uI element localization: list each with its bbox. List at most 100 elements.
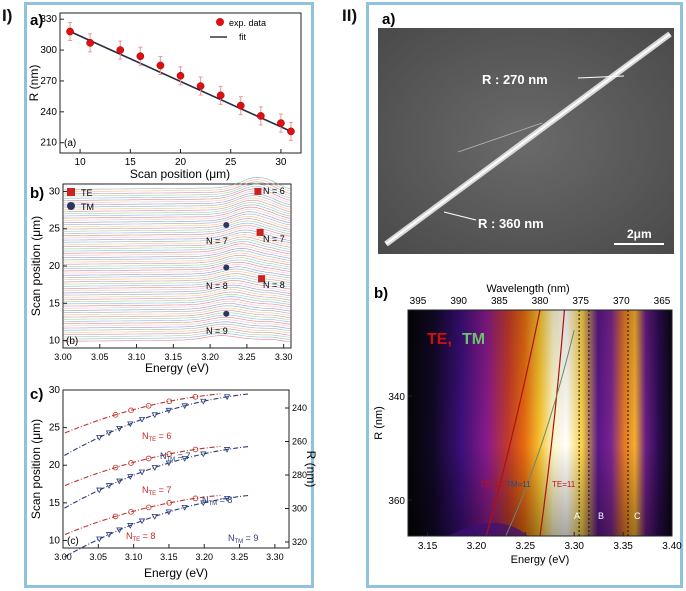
ib-spectrum-line [63, 321, 292, 330]
mode-label-te11: TE=11 [552, 480, 576, 489]
ib-spectrum-line [63, 195, 292, 208]
ia-ytick-label: 300 [40, 45, 57, 56]
ib-tm-marker [223, 310, 230, 317]
chart-ic-xlabel: Energy (eV) [144, 566, 208, 580]
peak-c: C [634, 511, 641, 521]
ib-spectrum-line [63, 335, 292, 343]
panel-ii-label: II) [342, 6, 358, 25]
ic-tm-point [96, 435, 103, 441]
chart-ib-inset-label: (b) [66, 336, 78, 347]
ia-data-point [66, 27, 74, 36]
chart-ia-ylabel: R (nm) [27, 65, 41, 102]
annot-tm7: NTM = 7 [160, 451, 190, 463]
ib-spectrum-line [63, 231, 292, 244]
legend-exp-marker [216, 18, 224, 26]
sem-label: a) [382, 11, 395, 28]
ic-tm-point [200, 451, 207, 458]
legend-tm-label: TM [81, 202, 94, 212]
ic-te-point [192, 495, 199, 502]
nanowire-shadow [457, 122, 543, 153]
ic-te-point [128, 460, 134, 466]
ib-spectrum-line [63, 312, 292, 321]
peak-a: A [574, 511, 580, 521]
ib-spectrum-line [63, 289, 292, 299]
ia-data-point [156, 61, 165, 70]
ic-xtick-label: 3.25 [231, 552, 249, 562]
ib-spectrum-line [63, 257, 292, 268]
ic-tm-point [116, 478, 123, 485]
ia-data-point [136, 52, 145, 61]
ic-y2tick-label: 300 [292, 504, 307, 514]
ib-spectrum-line [63, 330, 292, 338]
chart-iib-top-xlabel: Wavelength (nm) [486, 283, 569, 295]
ia-data-point [236, 101, 245, 110]
ib-spectrum-line [63, 236, 292, 248]
ib-spectrum-line [63, 206, 292, 219]
iib-xtick-label: 3.40 [662, 541, 682, 552]
ic-y2tick-label: 280 [292, 470, 307, 480]
ic-tm-point [165, 407, 172, 414]
panel-ii [366, 2, 683, 588]
ib-spectrum-line [63, 220, 292, 233]
ic-tm-point [96, 536, 103, 543]
ib-spectrum-line [63, 280, 292, 290]
ib-spectrum-line [63, 307, 292, 316]
ia-xtick-label: 15 [125, 157, 137, 168]
iib-top-tick-label: 375 [572, 296, 589, 307]
iib-xtick-label: 3.35 [613, 541, 633, 552]
chart-ic-y2label: R (nm) [304, 451, 318, 488]
ic-te-point [145, 504, 152, 511]
iib-top-tick-label: 370 [613, 296, 630, 307]
ic-ytick-label: 15 [49, 498, 61, 509]
legend-te-label: TE [81, 188, 93, 198]
ic-ytick-label: 30 [49, 385, 61, 396]
chart-ia-label: a) [30, 12, 43, 29]
ic-ytick-label: 10 [49, 535, 61, 546]
ia-data-point [176, 71, 185, 80]
ic-ytick-label: 25 [49, 423, 61, 434]
ic-xtick-label: 3.20 [195, 552, 213, 562]
ib-spectrum-line [63, 190, 292, 204]
ib-spectrum-line [63, 277, 292, 288]
ia-data-point [86, 39, 94, 47]
ia-ytick-label: 240 [40, 107, 57, 118]
ib-ytick-label: 10 [49, 336, 61, 347]
ic-tm-point [165, 460, 172, 467]
ic-tm-point [138, 518, 146, 525]
ib-ytick-label: 15 [49, 298, 61, 309]
legend-te: TE, [427, 331, 452, 348]
iib-xtick-label: 3.20 [467, 541, 487, 552]
mode-label-te10: TE=10 [480, 480, 504, 489]
chart-iib-xlabel: Energy (eV) [511, 554, 570, 566]
ic-tm-point [223, 394, 231, 401]
sem-r270: R : 270 nm [482, 72, 548, 87]
ic-tm-point [105, 532, 113, 538]
ib-spectrum-line [63, 284, 292, 294]
ib-spectrum-line [63, 248, 292, 259]
ic-tm-point [200, 398, 207, 405]
chart-ib: b) 3.00 3.05 3.10 3.15 3.20 3.25 3.30 10 15 20 25 3… [29, 176, 292, 375]
ib-spectrum-line [63, 183, 292, 197]
ia-data-point [216, 91, 225, 100]
ic-te-point [192, 446, 199, 453]
legend-te-marker [67, 188, 75, 196]
ic-tm-point [151, 514, 158, 520]
chart-ib-xlabel: Energy (eV) [145, 361, 209, 375]
ic-te-point [166, 500, 173, 506]
heatmap-dark-region [408, 523, 528, 536]
ib-tm-marker [223, 222, 230, 228]
iib-xtick-label: 3.30 [564, 541, 584, 552]
chart-ia-xlabel: Scan position (μm) [130, 167, 230, 181]
legend-tm-marker [67, 202, 75, 210]
iib-xtick-label: 3.25 [516, 541, 536, 552]
ib-ytick-label: 30 [49, 186, 61, 197]
ia-data-point [196, 82, 205, 90]
ic-xtick-label: 3.15 [160, 552, 178, 562]
ib-spectrum-line [63, 243, 292, 255]
ic-te-point [145, 455, 152, 462]
ic-tm-point [127, 421, 134, 428]
ic-tm-point [116, 527, 123, 534]
ib-xtick-label: 3.00 [54, 352, 72, 362]
chart-iib-label: b) [374, 285, 388, 302]
ib-spectrum-line [63, 275, 292, 286]
